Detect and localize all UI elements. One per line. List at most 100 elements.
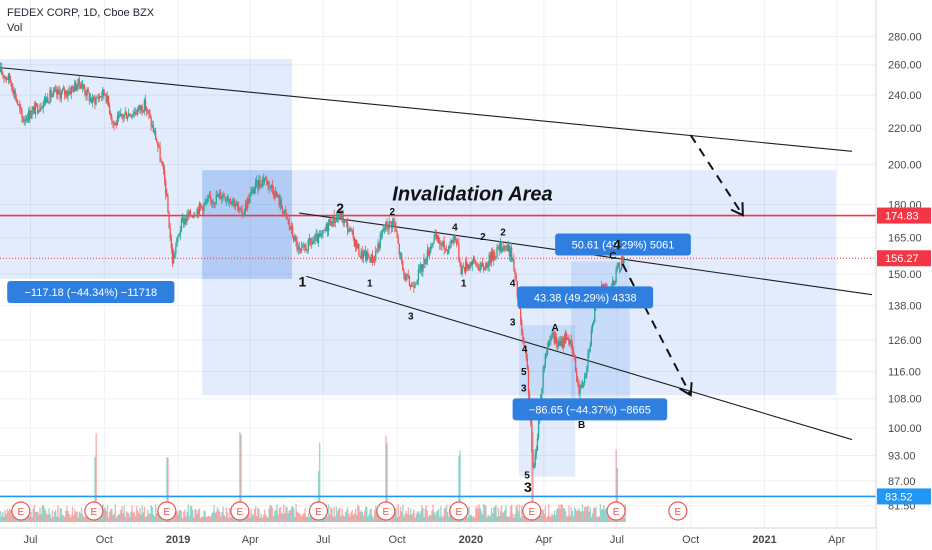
volume-bar <box>247 512 249 522</box>
volume-bar <box>568 505 570 522</box>
price-tag-box[interactable] <box>877 488 931 505</box>
candle-body <box>441 242 443 246</box>
volume-bar <box>581 504 584 522</box>
volume-bar <box>416 511 419 522</box>
candle-body <box>263 178 266 183</box>
candle-body <box>240 208 242 210</box>
candle-body <box>139 105 141 110</box>
candle-body <box>352 230 354 238</box>
volume-bar <box>56 516 58 522</box>
candle-body <box>327 223 330 232</box>
earnings-marker[interactable] <box>376 501 396 521</box>
volume-bar <box>79 513 82 522</box>
candle-body <box>160 161 162 162</box>
earnings-marker[interactable] <box>606 501 626 521</box>
candle-body <box>415 283 417 285</box>
volume-bar <box>305 517 307 522</box>
time-axis[interactable]: Jul Oct 2019 Apr Jul Oct 2020 Apr Jul Oct 2021 Apr <box>0 527 876 550</box>
candle-body <box>247 198 249 209</box>
candle-body <box>551 332 553 338</box>
earnings-marker[interactable] <box>84 501 104 521</box>
volume-bar <box>366 506 368 522</box>
price-axis[interactable]: 280.00260.00240.00220.00200.00180.00165.… <box>875 0 932 550</box>
candle-body <box>25 118 28 121</box>
volume-bar <box>431 510 433 522</box>
candle-body <box>121 113 123 117</box>
candle-body <box>499 242 502 251</box>
earnings-marker[interactable] <box>230 501 250 521</box>
candle-body <box>74 82 76 92</box>
candle-body <box>172 254 175 264</box>
volume-bar <box>103 508 105 522</box>
volume-bar <box>403 516 405 522</box>
candle-body <box>31 109 33 116</box>
candle-body <box>46 97 48 103</box>
candle-body <box>369 258 371 263</box>
volume-bar <box>570 507 572 522</box>
price-tick-label: 220.00 <box>888 123 922 135</box>
earnings-marker-label: E <box>529 507 536 518</box>
volume-bar <box>245 516 248 522</box>
volume-bar <box>353 513 356 522</box>
earnings-marker[interactable] <box>522 501 542 521</box>
dashed-arrow-line[interactable] <box>621 263 692 396</box>
volume-bar <box>55 509 57 522</box>
candle-body <box>269 186 271 188</box>
volume-bar <box>615 449 617 522</box>
candle-body <box>497 246 499 248</box>
candle-body <box>377 244 379 252</box>
volume-bar <box>567 515 569 522</box>
earnings-marker[interactable] <box>308 501 329 521</box>
earnings-marker[interactable] <box>11 501 31 521</box>
candle-body <box>0 67 2 73</box>
trendline[interactable] <box>0 67 852 152</box>
volume-bar <box>175 511 177 522</box>
dashed-arrows[interactable] <box>621 134 744 397</box>
candle-body <box>515 274 517 281</box>
dashed-arrow-head[interactable] <box>730 202 744 217</box>
candle-body <box>153 131 156 133</box>
candle-body <box>256 180 258 183</box>
earnings-marker[interactable] <box>449 501 469 521</box>
candle-body <box>278 195 280 206</box>
candle-body <box>225 199 228 201</box>
candle-body <box>180 218 183 231</box>
earnings-marker[interactable] <box>157 501 177 521</box>
candle-body <box>253 188 256 193</box>
candle-body <box>233 199 235 207</box>
volume-bar <box>252 514 255 522</box>
volume-bar <box>422 508 424 522</box>
candle-body <box>557 343 559 347</box>
volume-bar <box>0 511 2 522</box>
candle-body <box>381 230 384 235</box>
candle-body <box>177 235 179 238</box>
dashed-arrow-head[interactable] <box>679 382 693 397</box>
volume-bar <box>573 506 576 522</box>
volume-bar <box>114 504 116 522</box>
price-tag-box[interactable] <box>877 250 931 267</box>
candle-body <box>221 197 223 200</box>
candle-body <box>30 115 32 119</box>
volume-bar <box>295 504 297 522</box>
candle-body <box>17 104 20 106</box>
earnings-marker[interactable] <box>668 501 688 521</box>
trendline[interactable] <box>306 275 853 441</box>
volume-bar <box>62 515 65 522</box>
volume-bar <box>438 508 440 522</box>
candle-body <box>362 252 365 259</box>
volume-bar <box>599 504 602 522</box>
volume-bar <box>141 505 143 522</box>
candle-body <box>543 365 545 371</box>
price-tag-box[interactable] <box>877 207 931 224</box>
candle-body <box>129 113 131 116</box>
candle-body <box>165 180 167 195</box>
volume-bar <box>413 509 415 522</box>
candle-body <box>271 185 274 190</box>
candle-body <box>92 96 94 103</box>
volume-bar <box>280 512 283 522</box>
volume-bar <box>351 509 353 522</box>
price-tag: 174.83 <box>885 211 919 223</box>
candle-body <box>527 369 530 395</box>
